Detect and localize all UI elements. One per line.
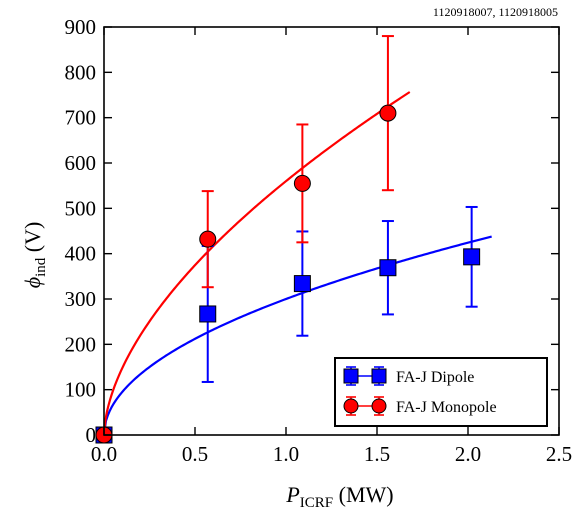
data-point-monopole <box>293 174 311 192</box>
legend: FA-J Dipole FA-J Monopole <box>334 357 548 427</box>
x-tick-label: 1.0 <box>273 442 299 466</box>
legend-label-monopole: FA-J Monopole <box>396 399 497 416</box>
x-tick-label: 0.0 <box>91 442 117 466</box>
data-point-monopole <box>199 230 217 248</box>
data-point-monopole <box>379 104 397 122</box>
y-axis-subscript: ind <box>33 257 49 277</box>
y-tick-label: 500 <box>65 196 97 220</box>
data-point-dipole <box>463 248 481 266</box>
fit-line-monopole <box>104 91 411 435</box>
data-point-dipole <box>199 305 217 323</box>
x-axis-subscript: ICRF <box>300 495 333 511</box>
legend-label-dipole: FA-J Dipole <box>396 369 474 386</box>
plot-frame <box>103 26 560 436</box>
y-tick-label: 900 <box>65 15 97 39</box>
legend-marker-monopole <box>343 398 359 414</box>
chart-annotation: 1120918007, 1120918005 <box>433 5 558 19</box>
axes: 0.0 0.5 1.0 1.5 2.0 2.5 0 100 200 300 400 500 600 700… <box>65 15 573 466</box>
y-tick-label: 400 <box>65 242 97 266</box>
plot-area <box>95 35 492 444</box>
data-point-dipole <box>379 259 397 277</box>
x-axis-symbol: P <box>285 482 299 507</box>
x-axis-unit: (MW) <box>333 482 393 507</box>
y-tick-label: 0 <box>86 423 97 447</box>
y-tick-label: 200 <box>65 332 97 356</box>
legend-marker-dipole <box>343 368 359 384</box>
y-axis-title: ϕind (V) <box>20 222 49 289</box>
y-axis-symbol: ϕ <box>20 277 45 288</box>
legend-marker-dipole <box>371 368 387 384</box>
fit-line-dipole <box>104 235 492 435</box>
x-tick-label: 2.5 <box>546 442 572 466</box>
y-tick-label: 600 <box>65 151 97 175</box>
legend-marker-monopole <box>371 398 387 414</box>
x-axis-title: PICRF (MW) <box>285 482 393 511</box>
y-tick-label: 800 <box>65 60 97 84</box>
y-axis-unit: (V) <box>20 222 45 258</box>
x-tick-label: 0.5 <box>182 442 208 466</box>
data-point-dipole <box>293 275 311 293</box>
x-tick-label: 1.5 <box>364 442 390 466</box>
legend-box <box>334 357 548 427</box>
y-tick-label: 100 <box>65 378 97 402</box>
y-tick-label: 300 <box>65 287 97 311</box>
y-tick-label: 700 <box>65 106 97 130</box>
x-tick-label: 2.0 <box>455 442 481 466</box>
